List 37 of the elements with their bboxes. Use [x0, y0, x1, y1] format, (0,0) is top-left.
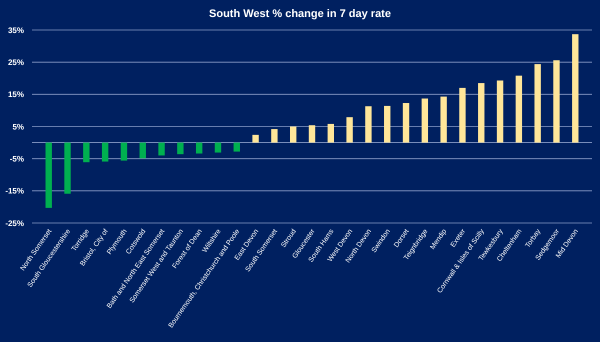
bar — [102, 142, 108, 162]
bar — [459, 88, 466, 143]
bar — [384, 106, 390, 143]
bar — [83, 142, 90, 162]
bar — [64, 142, 71, 194]
y-tick-label: -25% — [5, 218, 24, 228]
y-tick-label: 35% — [8, 26, 24, 35]
bar — [572, 34, 578, 143]
bar — [402, 103, 410, 143]
bar — [365, 106, 372, 143]
bar — [158, 142, 165, 156]
y-tick-label: 5% — [12, 122, 24, 132]
bar — [534, 64, 541, 143]
y-tick-label: 15% — [8, 90, 24, 100]
bar — [516, 76, 522, 143]
bar — [440, 96, 447, 143]
bar — [328, 124, 334, 143]
bar — [290, 126, 296, 143]
bar — [177, 142, 184, 154]
bar — [346, 117, 353, 143]
bar — [214, 142, 222, 153]
bar — [140, 142, 146, 158]
bar — [46, 142, 52, 208]
bar — [252, 134, 259, 143]
bar — [234, 142, 240, 152]
y-tick-label: 25% — [8, 58, 24, 67]
bar — [308, 125, 316, 143]
y-tick-label: -15% — [5, 186, 24, 196]
bar — [120, 142, 128, 161]
y-tick-label: -5% — [10, 154, 24, 164]
bar — [496, 80, 504, 143]
chart-title: South West % change in 7 day rate — [209, 8, 391, 20]
bar — [553, 60, 560, 143]
bar — [478, 83, 484, 143]
bar — [196, 142, 202, 154]
bar — [422, 98, 428, 143]
bar — [271, 129, 278, 143]
